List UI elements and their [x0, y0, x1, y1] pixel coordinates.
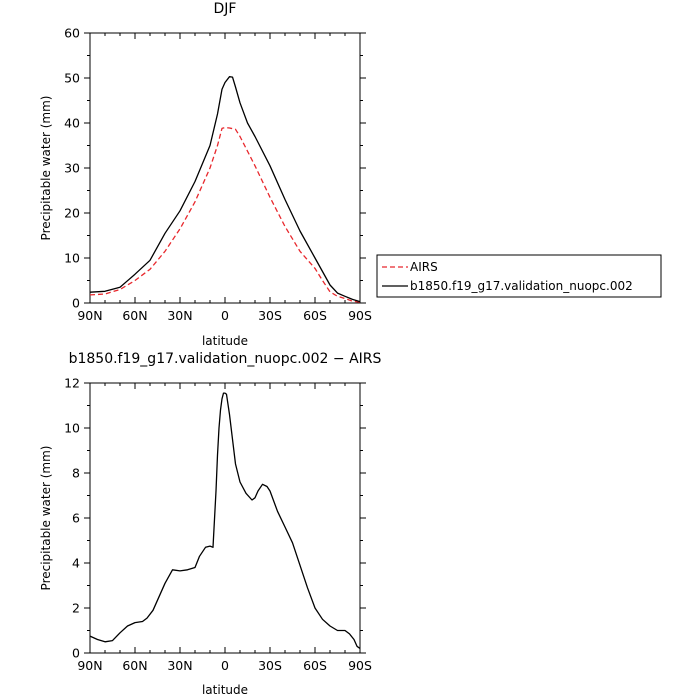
y-tick-label: 40: [64, 116, 80, 131]
series-line-1: [89, 76, 361, 303]
plot-frame: [89, 382, 361, 654]
series-line-0: [89, 392, 361, 650]
y-axis-label: Precipitable water (mm): [39, 96, 53, 241]
legend-label-model: b1850.f19_g17.validation_nuopc.002: [410, 279, 633, 293]
y-tick-label: 12: [64, 376, 80, 391]
y-tick-label: 0: [72, 646, 80, 661]
x-axis-label: latitude: [202, 334, 248, 348]
x-tick-label: 60S: [303, 308, 327, 323]
x-tick-label: 60N: [122, 308, 147, 323]
x-tick-label: 30S: [258, 308, 282, 323]
x-tick-label: 60S: [303, 658, 327, 673]
plot-frame: [89, 32, 361, 304]
x-tick-label: 90S: [348, 308, 372, 323]
y-tick-label: 50: [64, 71, 80, 86]
x-axis-label: latitude: [202, 683, 248, 697]
x-tick-label: 60N: [122, 658, 147, 673]
x-tick-label: 90N: [77, 658, 102, 673]
x-tick-label: 90S: [348, 658, 372, 673]
x-tick-label: 90N: [77, 308, 102, 323]
x-tick-label: 30N: [167, 658, 192, 673]
legend-box: [376, 254, 662, 298]
panel-djf: DJF 90N 60N 30N 0 30S 60S 90S 0 10 20 30 40 50 60 lat…: [39, 1, 662, 348]
y-tick-label: 60: [64, 26, 80, 41]
y-tick-label: 20: [64, 206, 80, 221]
x-tick-label: 0: [221, 658, 229, 673]
y-tick-label: 10: [64, 421, 80, 436]
y-tick-label: 30: [64, 161, 80, 176]
panel-difference: b1850.f19_g17.validation_nuopc.002 − AIR…: [39, 351, 382, 697]
y-axis-label: Precipitable water (mm): [39, 446, 53, 591]
y-tick-label: 2: [72, 601, 80, 616]
x-tick-label: 30N: [167, 308, 192, 323]
series-line-0: [89, 126, 361, 303]
y-tick-label: 6: [72, 511, 80, 526]
chart-title: b1850.f19_g17.validation_nuopc.002 − AIR…: [69, 351, 382, 367]
x-tick-label: 30S: [258, 658, 282, 673]
legend-label-airs: AIRS: [410, 260, 438, 274]
y-tick-label: 8: [72, 466, 80, 481]
y-tick-label: 0: [72, 296, 80, 311]
y-tick-label: 4: [72, 556, 80, 571]
legend: AIRS b1850.f19_g17.validation_nuopc.002: [376, 254, 662, 298]
y-tick-label: 10: [64, 251, 80, 266]
chart-title: DJF: [214, 1, 237, 17]
x-tick-label: 0: [221, 308, 229, 323]
